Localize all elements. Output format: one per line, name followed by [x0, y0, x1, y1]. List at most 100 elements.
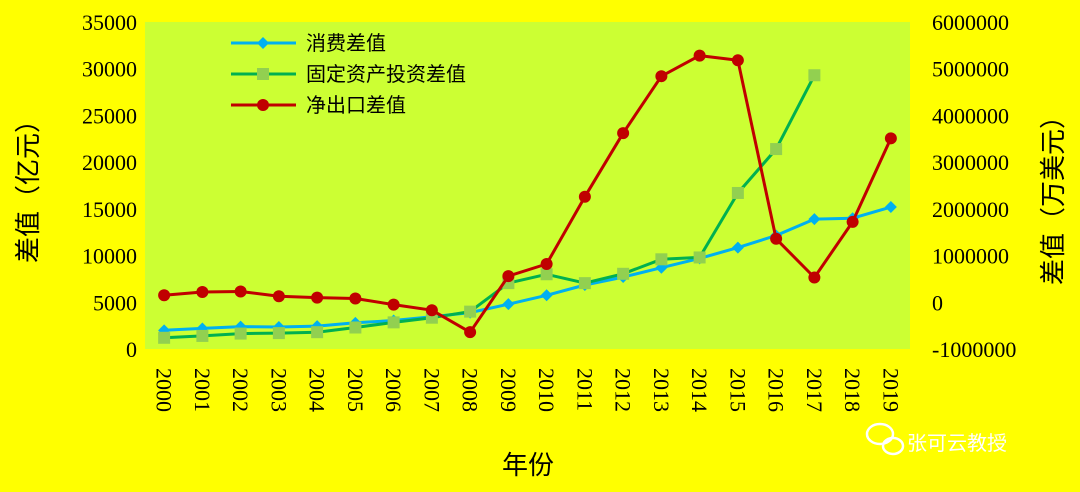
legend-item: 固定资产投资差值 [231, 62, 466, 86]
data-point [196, 329, 209, 342]
x-tick-label: 2017 [802, 368, 827, 412]
y-tick-label: 35000 [82, 10, 137, 35]
data-point [387, 298, 400, 311]
data-point [655, 70, 668, 83]
y2-axis-title: 差值（万美元） [1039, 103, 1069, 285]
x-tick-label: 2018 [840, 368, 865, 412]
y2-tick-label: 2000000 [932, 197, 1009, 222]
data-point [540, 257, 553, 270]
x-tick-label: 2002 [228, 368, 253, 412]
x-tick-label: 2003 [266, 368, 291, 412]
legend-item: 消费差值 [231, 31, 386, 55]
data-point [731, 54, 744, 67]
y2-tick-label: -1000000 [932, 337, 1016, 362]
data-point [655, 253, 668, 266]
x-tick-label: 2001 [190, 368, 215, 412]
data-point [808, 213, 821, 226]
x-tick-label: 2014 [687, 368, 712, 412]
data-point [464, 305, 477, 318]
data-point [770, 143, 783, 156]
x-tick-label: 2006 [381, 368, 406, 412]
x-tick-label: 2008 [458, 368, 483, 412]
data-point [311, 291, 324, 304]
data-point [387, 316, 400, 329]
series-2 [158, 69, 821, 344]
series-line [164, 205, 892, 332]
legend-marker [257, 37, 269, 49]
x-axis-title: 年份 [502, 451, 554, 481]
y2-tick-label: 6000000 [932, 10, 1009, 35]
y-tick-label: 30000 [82, 57, 137, 82]
y2-tick-label: 0 [932, 290, 943, 315]
data-point [196, 286, 209, 299]
data-point [234, 327, 247, 340]
data-point [272, 327, 285, 340]
series-layer [158, 49, 897, 344]
data-point [502, 270, 515, 283]
x-tick-label: 2007 [419, 368, 444, 412]
data-point [425, 304, 438, 317]
y2-tick-label: 5000000 [932, 57, 1009, 82]
data-point [234, 285, 247, 298]
x-tick-label: 2000 [152, 368, 177, 412]
y2-tick-label: 4000000 [932, 103, 1009, 128]
y-tick-label: 5000 [93, 290, 137, 315]
data-point [502, 298, 515, 311]
data-point [272, 290, 285, 303]
legend-label: 固定资产投资差值 [306, 62, 466, 86]
data-point [884, 132, 897, 145]
data-point [464, 326, 477, 339]
series-line [164, 74, 816, 340]
x-tick-label: 2011 [572, 368, 597, 411]
x-tick-label: 2016 [764, 368, 789, 412]
y-tick-label: 15000 [82, 197, 137, 222]
data-point [617, 127, 630, 140]
x-tick-label: 2010 [534, 368, 559, 412]
data-point [617, 267, 630, 280]
y-tick-label: 10000 [82, 244, 137, 269]
data-point [578, 190, 591, 203]
series-line [163, 54, 893, 334]
data-point [540, 289, 553, 302]
x-tick-label: 2005 [343, 368, 368, 412]
data-point [770, 232, 783, 245]
legend-marker [257, 99, 269, 111]
x-tick-label: 2012 [611, 368, 636, 412]
data-point [540, 268, 553, 281]
y-axis-title: 差值（亿元） [14, 107, 44, 263]
x-tick-label: 2013 [649, 368, 674, 412]
y-tick-label: 0 [126, 337, 137, 362]
watermark-text: 张可云教授 [907, 431, 1007, 455]
data-point [808, 69, 821, 82]
x-tick-label: 2004 [305, 368, 330, 412]
axes-layer: 05000100001500020000250003000035000-1000… [82, 10, 1016, 412]
y2-tick-label: 3000000 [932, 150, 1009, 175]
y2-tick-label: 1000000 [932, 244, 1009, 269]
data-point [158, 331, 171, 344]
data-point [349, 321, 362, 334]
data-point [349, 292, 362, 305]
data-point [578, 277, 591, 290]
watermark: 张可云教授 [865, 422, 1007, 456]
x-tick-label: 2009 [496, 368, 521, 412]
data-point [808, 271, 821, 284]
x-tick-label: 2019 [878, 368, 903, 412]
legend-label: 消费差值 [306, 31, 386, 55]
data-point [158, 289, 171, 302]
data-point [693, 49, 706, 62]
legend-item: 净出口差值 [231, 93, 406, 117]
legend-label: 净出口差值 [306, 93, 406, 117]
x-tick-label: 2015 [725, 368, 750, 412]
legend-marker [257, 68, 269, 80]
data-point [846, 215, 859, 228]
data-point [693, 251, 706, 264]
data-point [731, 241, 744, 254]
series-3 [158, 49, 897, 339]
data-point [884, 200, 897, 213]
y-tick-label: 25000 [82, 103, 137, 128]
wechat-icon [865, 422, 905, 456]
data-point [731, 186, 744, 199]
